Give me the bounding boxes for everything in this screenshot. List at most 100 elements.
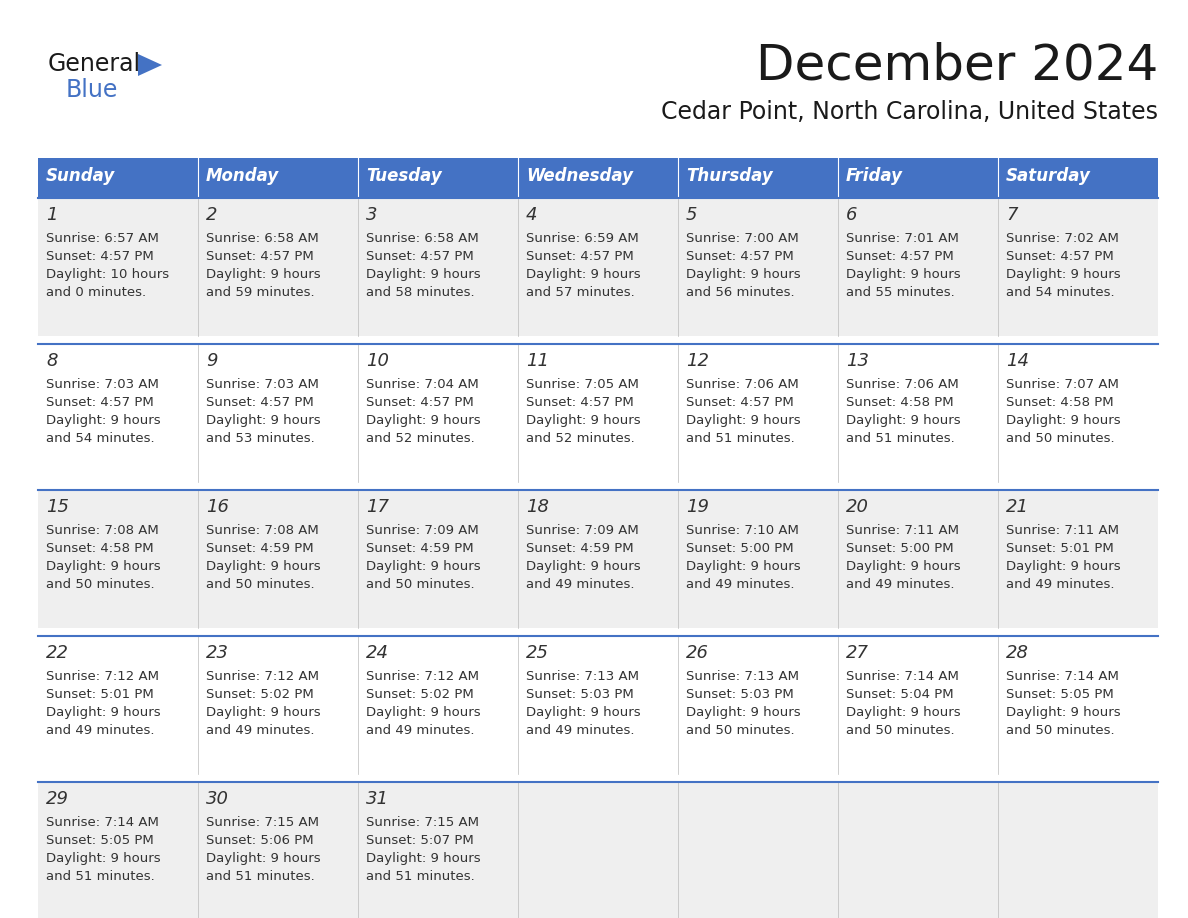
Text: Sunset: 4:58 PM: Sunset: 4:58 PM [1006,396,1113,409]
Text: Sunday: Sunday [46,167,115,185]
Text: 1: 1 [46,206,57,224]
Text: Sunrise: 6:59 AM: Sunrise: 6:59 AM [526,232,639,245]
Text: and 49 minutes.: and 49 minutes. [366,724,474,737]
Text: Daylight: 9 hours: Daylight: 9 hours [46,706,160,719]
Text: 29: 29 [46,790,69,808]
Text: Sunrise: 7:04 AM: Sunrise: 7:04 AM [366,378,479,391]
Text: and 50 minutes.: and 50 minutes. [1006,724,1114,737]
Text: 4: 4 [526,206,537,224]
Text: and 49 minutes.: and 49 minutes. [526,724,634,737]
Text: Daylight: 9 hours: Daylight: 9 hours [685,560,801,573]
Text: 25: 25 [526,644,549,662]
Text: Sunset: 4:57 PM: Sunset: 4:57 PM [1006,250,1114,263]
Text: Sunrise: 6:57 AM: Sunrise: 6:57 AM [46,232,159,245]
Text: and 49 minutes.: and 49 minutes. [526,578,634,591]
Text: Daylight: 9 hours: Daylight: 9 hours [846,268,961,281]
Text: Sunset: 4:57 PM: Sunset: 4:57 PM [366,250,474,263]
Text: Sunset: 5:02 PM: Sunset: 5:02 PM [206,688,314,701]
Text: and 50 minutes.: and 50 minutes. [1006,432,1114,445]
Text: Daylight: 9 hours: Daylight: 9 hours [366,706,481,719]
Text: Sunrise: 7:11 AM: Sunrise: 7:11 AM [846,524,959,537]
Text: Sunrise: 7:01 AM: Sunrise: 7:01 AM [846,232,959,245]
Text: Sunset: 4:57 PM: Sunset: 4:57 PM [685,396,794,409]
Text: Daylight: 9 hours: Daylight: 9 hours [1006,268,1120,281]
Text: Sunrise: 7:12 AM: Sunrise: 7:12 AM [46,670,159,683]
Text: Saturday: Saturday [1006,167,1091,185]
Text: and 52 minutes.: and 52 minutes. [366,432,475,445]
Text: and 54 minutes.: and 54 minutes. [1006,286,1114,299]
Text: and 50 minutes.: and 50 minutes. [46,578,154,591]
Text: 31: 31 [366,790,388,808]
Text: and 57 minutes.: and 57 minutes. [526,286,634,299]
Text: Sunrise: 7:12 AM: Sunrise: 7:12 AM [366,670,479,683]
Text: and 51 minutes.: and 51 minutes. [685,432,795,445]
Text: Sunset: 4:58 PM: Sunset: 4:58 PM [846,396,954,409]
Text: Sunset: 5:07 PM: Sunset: 5:07 PM [366,834,474,847]
Text: Monday: Monday [206,167,279,185]
Text: Daylight: 9 hours: Daylight: 9 hours [366,852,481,865]
Text: Daylight: 9 hours: Daylight: 9 hours [46,852,160,865]
Text: Friday: Friday [846,167,903,185]
Text: 18: 18 [526,498,549,516]
Text: and 49 minutes.: and 49 minutes. [206,724,315,737]
Text: 26: 26 [685,644,709,662]
Text: 30: 30 [206,790,229,808]
Text: and 59 minutes.: and 59 minutes. [206,286,315,299]
Text: 27: 27 [846,644,868,662]
Text: Sunrise: 7:07 AM: Sunrise: 7:07 AM [1006,378,1119,391]
Text: and 50 minutes.: and 50 minutes. [366,578,475,591]
Text: and 51 minutes.: and 51 minutes. [846,432,955,445]
Text: 12: 12 [685,352,709,370]
Text: Daylight: 9 hours: Daylight: 9 hours [206,268,321,281]
Text: and 58 minutes.: and 58 minutes. [366,286,475,299]
Text: Sunset: 5:01 PM: Sunset: 5:01 PM [46,688,153,701]
Text: Sunrise: 7:14 AM: Sunrise: 7:14 AM [846,670,959,683]
Text: Sunset: 5:01 PM: Sunset: 5:01 PM [1006,542,1114,555]
Text: 2: 2 [206,206,217,224]
Text: Daylight: 9 hours: Daylight: 9 hours [366,560,481,573]
Text: 17: 17 [366,498,388,516]
Text: and 52 minutes.: and 52 minutes. [526,432,634,445]
Text: Sunrise: 7:09 AM: Sunrise: 7:09 AM [366,524,479,537]
Text: Daylight: 9 hours: Daylight: 9 hours [846,706,961,719]
Text: 20: 20 [846,498,868,516]
Text: and 50 minutes.: and 50 minutes. [846,724,955,737]
Text: Blue: Blue [67,78,119,102]
Text: Cedar Point, North Carolina, United States: Cedar Point, North Carolina, United Stat… [661,100,1158,124]
Text: Sunrise: 7:06 AM: Sunrise: 7:06 AM [685,378,798,391]
Text: Sunrise: 7:11 AM: Sunrise: 7:11 AM [1006,524,1119,537]
Text: 8: 8 [46,352,57,370]
Text: Daylight: 9 hours: Daylight: 9 hours [1006,560,1120,573]
Text: and 51 minutes.: and 51 minutes. [206,870,315,883]
Text: Sunset: 4:57 PM: Sunset: 4:57 PM [526,396,633,409]
Text: Daylight: 9 hours: Daylight: 9 hours [685,268,801,281]
Text: Sunrise: 7:03 AM: Sunrise: 7:03 AM [46,378,159,391]
Text: Sunset: 4:59 PM: Sunset: 4:59 PM [206,542,314,555]
Text: Sunset: 4:57 PM: Sunset: 4:57 PM [526,250,633,263]
Text: Daylight: 9 hours: Daylight: 9 hours [206,706,321,719]
Text: Daylight: 9 hours: Daylight: 9 hours [206,560,321,573]
Text: and 55 minutes.: and 55 minutes. [846,286,955,299]
Text: 10: 10 [366,352,388,370]
Text: 13: 13 [846,352,868,370]
Text: and 51 minutes.: and 51 minutes. [366,870,475,883]
Text: Sunrise: 7:10 AM: Sunrise: 7:10 AM [685,524,798,537]
Text: Sunset: 5:05 PM: Sunset: 5:05 PM [1006,688,1114,701]
Text: 9: 9 [206,352,217,370]
Text: Daylight: 9 hours: Daylight: 9 hours [1006,706,1120,719]
Text: Daylight: 9 hours: Daylight: 9 hours [46,560,160,573]
Text: and 0 minutes.: and 0 minutes. [46,286,146,299]
Text: Sunset: 4:58 PM: Sunset: 4:58 PM [46,542,153,555]
Text: Sunset: 5:00 PM: Sunset: 5:00 PM [846,542,954,555]
Text: Daylight: 9 hours: Daylight: 9 hours [1006,414,1120,427]
Text: 14: 14 [1006,352,1029,370]
Text: General: General [48,52,141,76]
Text: Daylight: 9 hours: Daylight: 9 hours [206,414,321,427]
Text: 21: 21 [1006,498,1029,516]
Text: Daylight: 9 hours: Daylight: 9 hours [685,414,801,427]
Text: and 50 minutes.: and 50 minutes. [685,724,795,737]
Text: and 49 minutes.: and 49 minutes. [46,724,154,737]
Text: Daylight: 9 hours: Daylight: 9 hours [685,706,801,719]
Text: Sunrise: 7:13 AM: Sunrise: 7:13 AM [526,670,639,683]
Text: Tuesday: Tuesday [366,167,442,185]
